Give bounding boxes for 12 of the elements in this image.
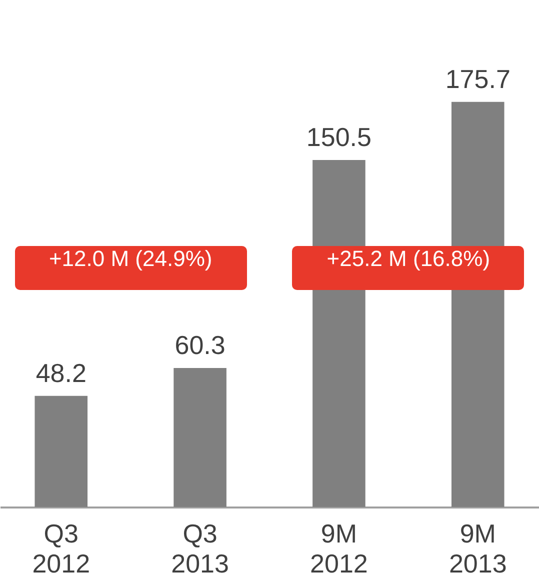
x-tick-label: 9M 2012 [310, 518, 368, 578]
data-label: 150.5 [306, 122, 372, 152]
x-tick-label: 9M 2013 [448, 518, 507, 578]
bar [34, 396, 88, 507]
data-label: 48.2 [36, 358, 86, 388]
data-label: 60.3 [174, 330, 226, 360]
x-tick-label: Q3 2012 [32, 518, 90, 578]
bar [174, 368, 226, 507]
callout-box: +12.0 M (24.9%) [14, 246, 247, 290]
x-tick-label: Q3 2013 [171, 518, 229, 578]
callout-box: +25.2 M (16.8%) [292, 246, 524, 290]
data-label: 175.7 [445, 64, 510, 94]
